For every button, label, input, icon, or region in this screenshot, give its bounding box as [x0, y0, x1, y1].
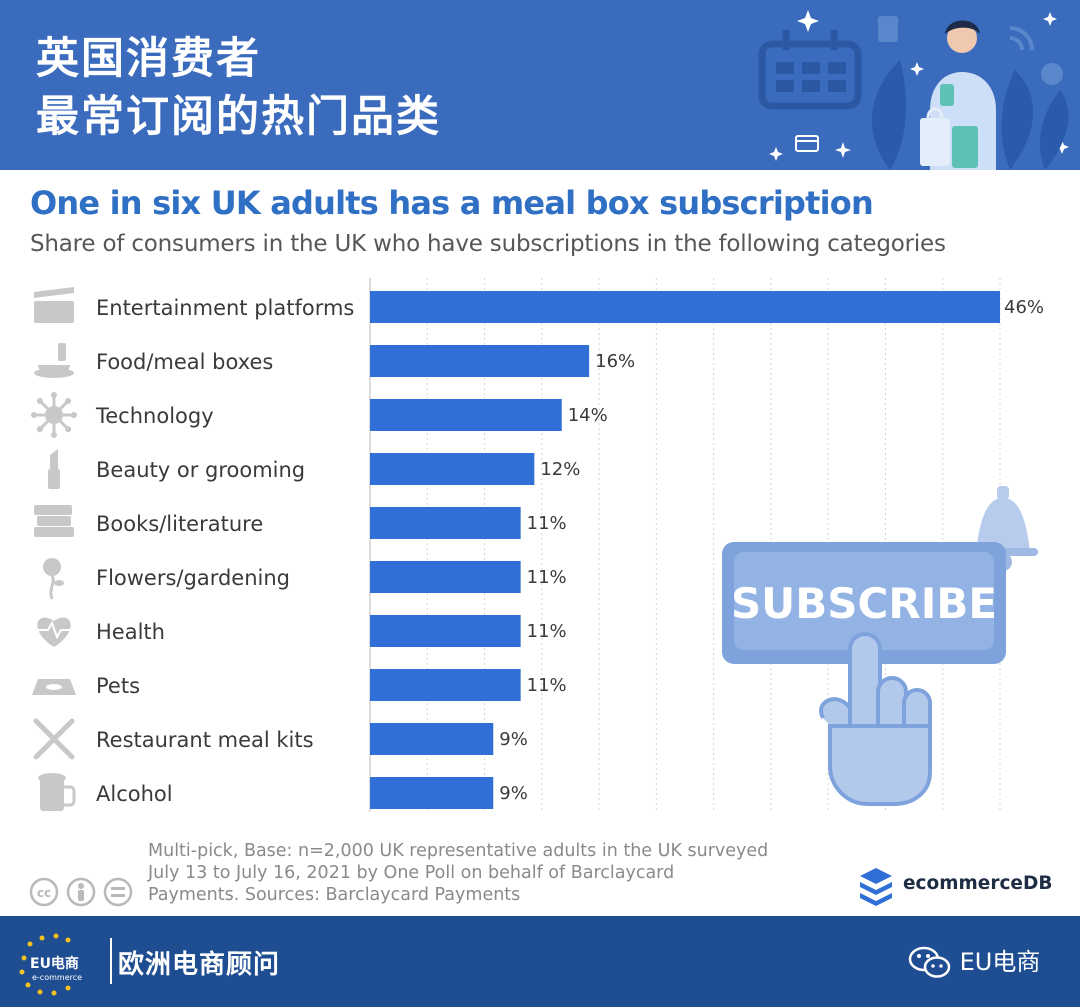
header-title-line2: 最常订阅的热门品类 [36, 92, 441, 142]
category-label: Alcohol [96, 782, 173, 806]
chart-title: One in six UK adults has a meal box subs… [30, 184, 874, 222]
bar [370, 669, 521, 701]
value-label: 11% [527, 621, 567, 642]
brand-name: ecommerceDB [903, 873, 1053, 894]
food-bowl-icon [34, 343, 74, 378]
footnote-line: Payments. Sources: Barclaycard Payments [148, 885, 521, 905]
chart-labels: Entertainment platforms 46% Food/meal boxe… [95, 296, 1044, 806]
pointing-hand-icon [819, 632, 932, 806]
ecommercedb-logo-icon [860, 868, 892, 906]
bar [370, 453, 535, 485]
credit-card-icon [795, 135, 819, 152]
category-label: Flowers/gardening [96, 566, 290, 590]
value-label: 46% [1004, 297, 1044, 318]
category-label: Entertainment platforms [96, 296, 354, 320]
knife-fork-icon [33, 718, 75, 760]
logo-subtext: e-commerce [32, 973, 82, 982]
pet-bowl-icon [32, 679, 76, 695]
sparkle-icon [910, 62, 924, 76]
tag-icon [878, 16, 898, 42]
bar [370, 399, 562, 431]
sparkle-icon [1055, 140, 1069, 154]
category-label: Restaurant meal kits [96, 728, 314, 752]
subscribe-illustration: SUBSCRIBE [722, 486, 1038, 806]
chart-subtitle: Share of consumers in the UK who have su… [30, 231, 946, 257]
sparkle-icon [835, 142, 851, 158]
eu-ecommerce-logo: EU电商 e-commerce [19, 933, 82, 996]
ecommercedb-brand: ecommerceDB [858, 866, 1068, 906]
cc-icon [29, 877, 59, 907]
header-illustration [758, 10, 1069, 170]
bar [370, 615, 521, 647]
value-label: 11% [527, 513, 567, 534]
calendar-icon [758, 30, 862, 110]
wechat-icon [908, 946, 951, 978]
shopper-illustration [920, 20, 996, 170]
no-derivatives-icon [103, 877, 133, 907]
bar [370, 561, 521, 593]
footnote-line: Multi-pick, Base: n=2,000 UK representat… [148, 841, 769, 861]
bar [370, 345, 590, 377]
heart-pulse-icon [37, 617, 71, 647]
category-label: Health [96, 620, 165, 644]
bell-icon [968, 486, 1038, 571]
bar [370, 723, 494, 755]
subscribe-button-text: SUBSCRIBE [731, 579, 997, 628]
sparkle-icon [797, 10, 819, 32]
sparkle-icon [1043, 12, 1057, 26]
rose-icon [43, 558, 64, 600]
technology-icon [31, 392, 77, 438]
header-banner: 英国消费者 最常订阅的热门品类 [0, 0, 1080, 170]
value-label: 11% [527, 675, 567, 696]
logo-text: EU电商 [30, 955, 79, 972]
bar [370, 507, 521, 539]
wifi-icon [1009, 26, 1034, 51]
bar-chart: Entertainment platforms 46% Food/meal boxe… [31, 278, 1044, 812]
category-icons [31, 287, 77, 811]
chart-bars [370, 291, 1000, 809]
footer-divider [110, 938, 112, 984]
category-label: Beauty or grooming [96, 458, 305, 482]
sparkle-icon [769, 147, 783, 161]
value-label: 14% [568, 405, 608, 426]
bar [370, 291, 1000, 323]
attribution-icon [66, 877, 96, 907]
svg-text:cc: cc [37, 886, 51, 900]
bar [370, 777, 494, 809]
books-icon [34, 505, 74, 537]
value-label: 11% [527, 567, 567, 588]
value-label: 9% [499, 783, 528, 804]
beer-mug-icon [38, 773, 76, 811]
chart-footnote: Multi-pick, Base: n=2,000 UK representat… [148, 840, 828, 906]
footnote-line: July 13 to July 16, 2021 by One Poll on … [148, 863, 675, 883]
category-label: Books/literature [96, 512, 263, 536]
category-label: Technology [95, 404, 214, 428]
coin-icon [1041, 63, 1063, 85]
category-label: Pets [96, 674, 140, 698]
value-label: 12% [540, 459, 580, 480]
wechat-account[interactable]: EU电商 [908, 942, 1040, 982]
footer-org-name: 欧洲电商顾问 [118, 950, 281, 980]
header-title-line1: 英国消费者 [36, 34, 261, 84]
footer-bar: EU电商 e-commerce 欧洲电商顾问 EU电商 [0, 916, 1080, 1007]
category-label: Food/meal boxes [96, 350, 273, 374]
wechat-account-name: EU电商 [959, 948, 1041, 976]
value-label: 16% [595, 351, 635, 372]
lipstick-icon [48, 449, 60, 489]
clapperboard-icon [34, 287, 74, 323]
value-label: 9% [499, 729, 528, 750]
leaves-decoration [871, 60, 1069, 170]
creative-commons-icons: cc [29, 877, 133, 907]
